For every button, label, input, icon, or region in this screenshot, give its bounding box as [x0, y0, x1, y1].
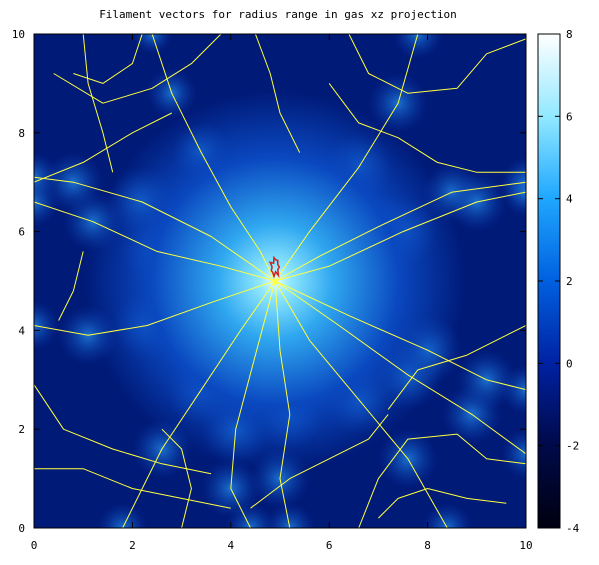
filament-line: [274, 191, 526, 282]
glow-blob: [501, 428, 526, 479]
filament-line: [58, 251, 84, 321]
filament-line: [34, 280, 276, 336]
glow-blob: [34, 300, 59, 351]
glow-blob: [132, 34, 173, 54]
filament-lines: [34, 34, 526, 528]
filament-line: [274, 280, 448, 528]
glow-blob: [264, 503, 315, 528]
filament-line: [274, 280, 526, 391]
y-tick-label: 2: [18, 423, 25, 436]
colorbar-tick-label: 4: [566, 193, 573, 206]
heatmap-area: [34, 34, 526, 528]
filament-line: [151, 34, 276, 282]
glow-blob: [501, 167, 526, 218]
filament-line: [274, 280, 526, 455]
filament-line: [34, 201, 276, 282]
x-tick-label: 4: [227, 539, 234, 552]
x-tick-label: 2: [129, 539, 136, 552]
filament-line: [230, 280, 276, 528]
filament-line: [328, 83, 526, 173]
x-tick-label: 8: [424, 539, 431, 552]
filament-line: [34, 112, 173, 183]
filament-line: [53, 34, 222, 104]
plot-frame: [33, 33, 527, 529]
y-tick-label: 4: [18, 324, 25, 337]
colorbar-tick-label: 0: [566, 357, 573, 370]
x-axis: 0 2 4 6 8 10: [31, 34, 533, 552]
colorbar-axis: -4 -2 0 2 4 6 8: [538, 28, 580, 535]
glow-blob: [422, 503, 473, 528]
filament-line: [358, 433, 526, 528]
y-axis: 0 2 4 6 8 10: [12, 28, 526, 535]
glow-blob: [392, 34, 443, 59]
filament-line: [82, 34, 114, 173]
y-tick-label: 0: [18, 522, 25, 535]
filament-line: [387, 325, 526, 410]
glow-blob: [501, 364, 526, 415]
colorbar-tick-label: 6: [566, 110, 573, 123]
colorbar-tick-label: -4: [566, 522, 580, 535]
filament-line: [348, 34, 526, 94]
filament-line: [254, 34, 301, 153]
colorbar-tick-label: 8: [566, 28, 573, 41]
x-tick-label: 0: [31, 539, 38, 552]
glow-blob: [97, 503, 148, 528]
core-cluster: [268, 255, 281, 279]
y-tick-label: 6: [18, 226, 25, 239]
core-marker: [268, 255, 281, 279]
y-tick-label: 10: [12, 28, 25, 41]
filament-line: [274, 280, 291, 528]
filament-line: [378, 488, 507, 519]
filament-line: [73, 34, 143, 84]
glow-blob: [225, 503, 276, 528]
x-tick-label: 10: [519, 539, 532, 552]
colorbar-tick-label: 2: [566, 275, 573, 288]
filament-line: [161, 428, 192, 528]
chart-title: Filament vectors for radius range in gas…: [99, 8, 457, 21]
filament-line: [34, 176, 276, 282]
filament-line: [122, 280, 276, 528]
colorbar-tick-label: -2: [566, 440, 579, 453]
filament-line: [274, 34, 419, 282]
y-tick-label: 8: [18, 127, 25, 140]
filament-line: [34, 384, 212, 475]
filament-line: [274, 181, 526, 282]
filament-line: [34, 468, 231, 509]
x-tick-label: 6: [326, 539, 333, 552]
density-glow: [34, 34, 526, 528]
filament-line: [250, 414, 389, 509]
